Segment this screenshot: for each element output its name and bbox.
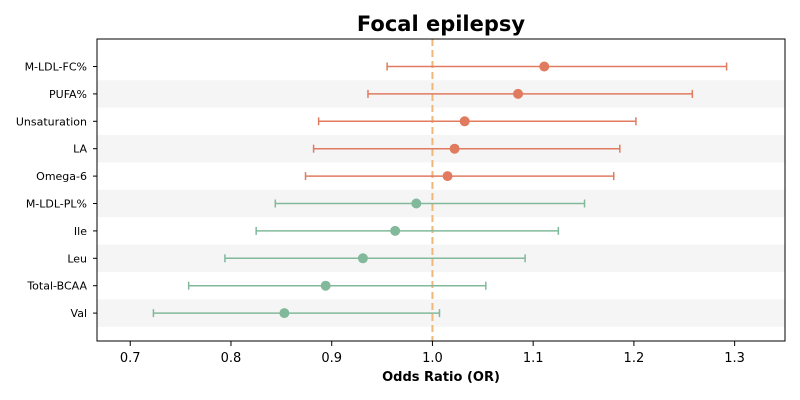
point-estimate <box>459 116 470 127</box>
x-axis-ticks: 0.7 0.8 0.9 1.0 1.1 1.2 1.3 <box>120 341 745 366</box>
x-axis-label: Odds Ratio (OR) <box>382 370 500 385</box>
point-estimate <box>390 225 401 236</box>
forest-row <box>367 88 694 99</box>
forest-row <box>317 116 637 127</box>
category-labels: M-LDL-FC% PUFA% Unsaturation LA Omega-6 M-LDL… <box>16 61 97 320</box>
category-label: Total-BCAA <box>26 280 87 293</box>
forest-row <box>152 308 441 319</box>
point-estimate <box>539 61 550 72</box>
category-label: Ile <box>74 225 87 238</box>
forest-row <box>187 280 487 291</box>
category-label: Val <box>71 307 87 320</box>
category-label: PUFA% <box>49 88 87 101</box>
x-tick-label: 0.9 <box>321 351 342 366</box>
category-label: Leu <box>67 252 87 265</box>
point-estimate <box>442 171 453 182</box>
x-tick-label: 1.3 <box>724 351 745 366</box>
x-tick-label: 1.1 <box>523 351 544 366</box>
point-estimate <box>279 308 290 319</box>
point-estimate <box>357 253 368 264</box>
x-tick-label: 1.0 <box>422 351 443 366</box>
forest-row <box>224 253 526 264</box>
forest-row <box>386 61 728 72</box>
category-label: LA <box>73 143 87 156</box>
point-estimate <box>411 198 422 209</box>
x-tick-label: 0.7 <box>120 351 141 366</box>
point-estimate <box>449 143 460 154</box>
plot-frame <box>96 38 786 342</box>
data-marks <box>152 61 728 319</box>
point-estimate <box>513 88 524 99</box>
forest-row <box>312 143 621 154</box>
x-tick-label: 1.2 <box>624 351 645 366</box>
forest-row <box>255 225 560 236</box>
point-estimate <box>320 280 331 291</box>
chart-title: Focal epilepsy <box>357 12 525 36</box>
category-label: M-LDL-FC% <box>25 61 87 74</box>
forest-row <box>304 171 615 182</box>
x-tick-label: 0.8 <box>221 351 242 366</box>
category-label: M-LDL-PL% <box>26 198 87 211</box>
category-label: Unsaturation <box>16 115 87 128</box>
category-label: Omega-6 <box>36 170 87 183</box>
forest-row <box>274 198 586 209</box>
